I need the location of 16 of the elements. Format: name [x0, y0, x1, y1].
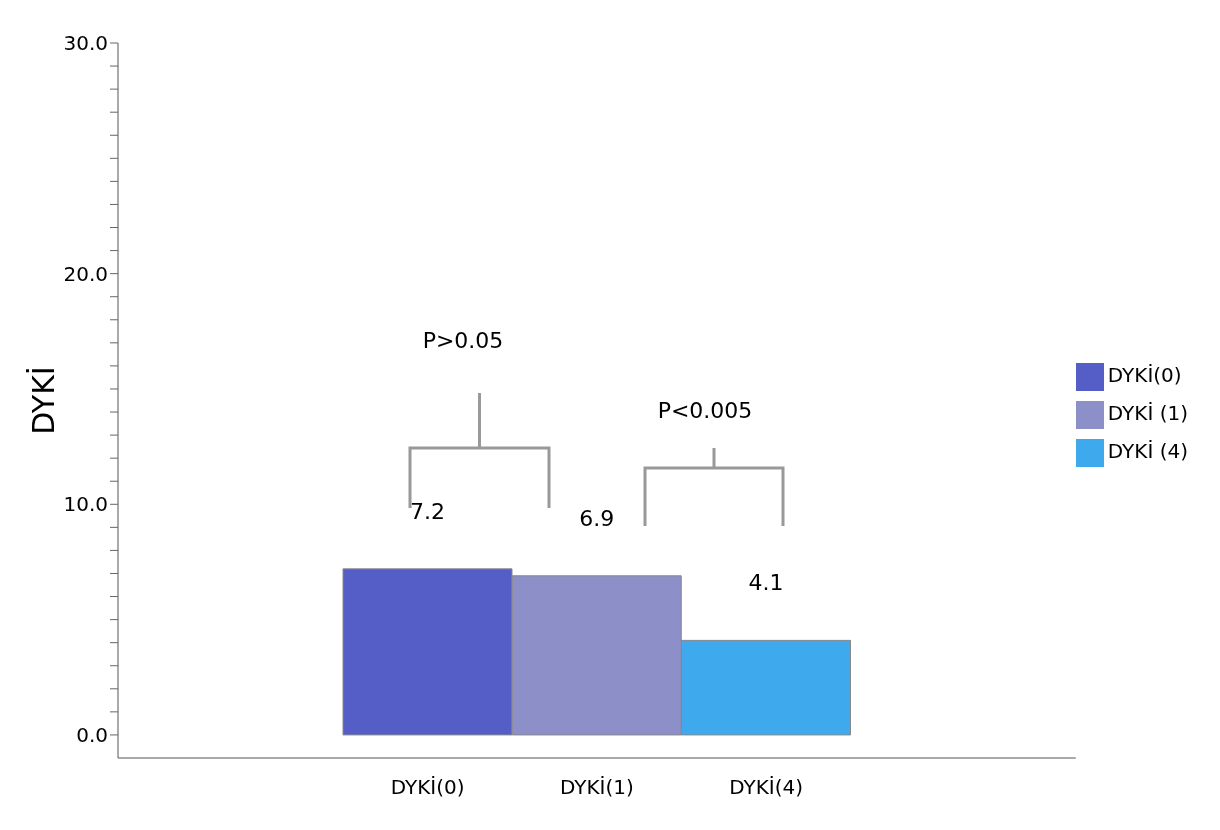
legend-label: DYKİ (1): [1107, 401, 1188, 425]
data-label: 4.1: [748, 570, 784, 596]
x-tick-label: DYKİ(4): [729, 775, 804, 800]
data-label: 7.2: [410, 498, 445, 524]
y-tick-label: 10.0: [63, 492, 108, 517]
data-label: 6.9: [579, 505, 615, 531]
annotation: P>0.05: [422, 328, 504, 353]
y-tick-label: 0.0: [76, 723, 108, 748]
legend-label: DYKİ(0): [1107, 363, 1182, 387]
x-tick-label: DYKİ(0): [390, 775, 465, 800]
x-tick-label: DYKİ(1): [559, 775, 634, 800]
y-axis-title: DYKİ: [25, 366, 61, 435]
annotation: P<0.005: [657, 398, 753, 423]
legend-label: DYKİ (4): [1107, 439, 1188, 463]
y-tick-label: 30.0: [63, 31, 108, 56]
y-tick-label: 20.0: [63, 261, 108, 286]
